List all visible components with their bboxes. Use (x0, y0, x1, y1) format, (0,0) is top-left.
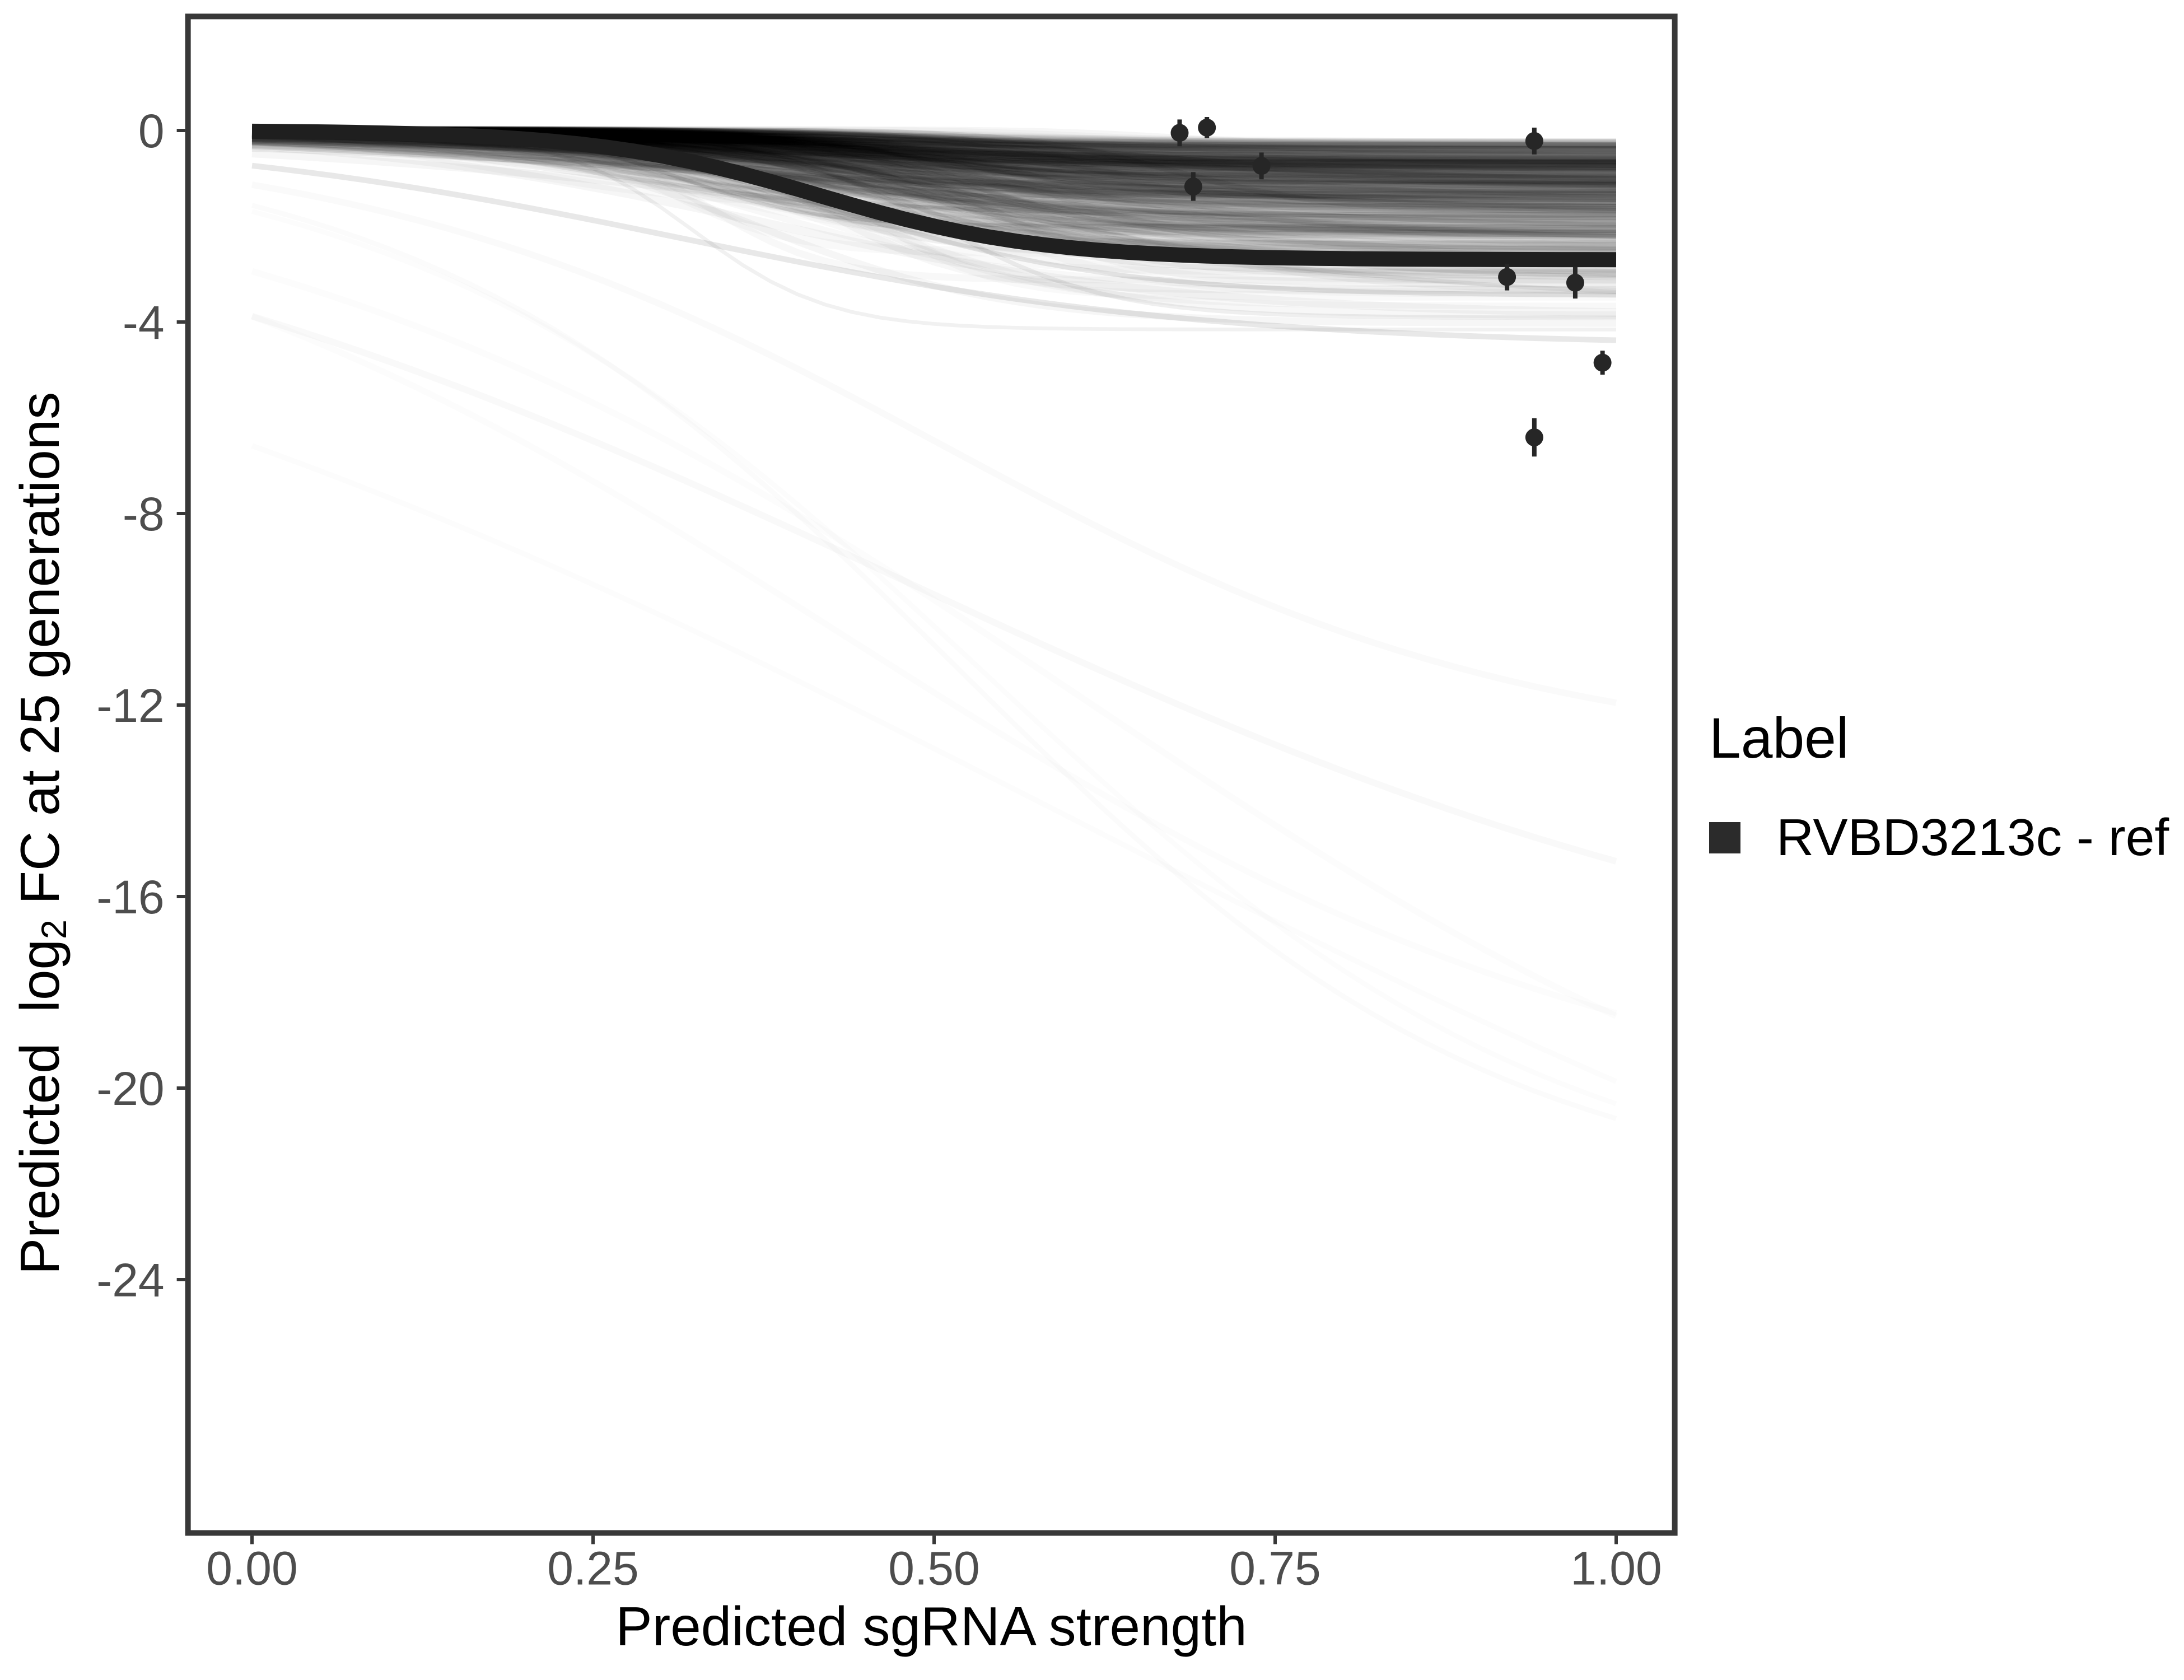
y-tick-label: -24 (96, 1254, 164, 1306)
legend-title: Label (1709, 706, 1849, 770)
data-point (1498, 263, 1516, 291)
y-tick-label: -8 (123, 488, 165, 540)
posterior-sample-curve (251, 133, 1616, 216)
posterior-sample-curve (251, 141, 1617, 295)
posterior-curves-band (251, 126, 1617, 1081)
y-tick-label: 0 (138, 105, 165, 157)
x-tick-label: 1.00 (1570, 1542, 1662, 1594)
x-tick-label: 0.50 (888, 1542, 980, 1594)
data-point (1170, 119, 1189, 147)
posterior-sample-curve (251, 135, 1617, 259)
data-point (1198, 117, 1216, 138)
posterior-sample-curve (251, 137, 1617, 185)
y-tick-label: -20 (96, 1062, 164, 1115)
data-point (1525, 418, 1543, 457)
panel-border (185, 13, 1678, 1536)
posterior-sample-curve (251, 143, 1617, 205)
point-dot (1198, 118, 1216, 137)
posterior-sample-curve (251, 140, 1617, 239)
posterior-sample-curve (251, 144, 1617, 213)
data-point (1525, 127, 1543, 155)
x-tick-label: 0.75 (1229, 1542, 1321, 1594)
point-dot (1593, 353, 1612, 372)
y-tick-label: -4 (123, 296, 165, 349)
posterior-sample-curve (251, 132, 1617, 220)
y-axis-title-subscript: 2 (34, 920, 74, 940)
point-dot (1566, 273, 1584, 292)
posterior-sample-curve (251, 137, 1617, 209)
y-axis: 0 -4 -8 -12 -16 -20 -24 (96, 105, 185, 1306)
point-dot (1184, 178, 1202, 196)
point-dot (1252, 157, 1271, 175)
legend: Label RVBD3213c - ref (1709, 707, 2169, 867)
x-axis-title: Predicted sgRNA strength (615, 1595, 1247, 1657)
point-dot (1525, 132, 1543, 150)
posterior-sample-curve (252, 316, 1616, 862)
posterior-sample-curve (252, 446, 1616, 1081)
point-dot (1525, 428, 1543, 447)
data-points (1170, 117, 1612, 457)
point-dot (1498, 268, 1516, 286)
posterior-sample-curve (251, 139, 1617, 189)
point-dot (1170, 124, 1189, 142)
legend-key-square-icon (1709, 822, 1740, 853)
x-tick-label: 0.25 (547, 1542, 639, 1594)
legend-item: RVBD3213c - ref (1709, 808, 2169, 867)
y-axis-title-prefix: Predicted log (9, 939, 71, 1275)
posterior-sample-curve (251, 162, 1617, 343)
y-tick-label: -12 (96, 679, 164, 732)
x-tick-label: 0.00 (206, 1542, 298, 1594)
y-axis-title: Predicted log2 FC at 25 generations (8, 392, 74, 1275)
y-axis-title-suffix: FC at 25 generations (9, 391, 71, 920)
posterior-sample-curve (251, 139, 1617, 172)
x-axis: 0.00 0.25 0.50 0.75 1.00 (206, 1536, 1662, 1594)
legend-item-label: RVBD3213c - ref (1776, 808, 2169, 867)
data-point (1566, 267, 1584, 299)
data-point (1593, 351, 1612, 375)
posterior-sample-curve (251, 136, 1617, 265)
data-point (1252, 152, 1271, 180)
y-tick-label: -16 (96, 871, 164, 923)
posterior-sample-curve (251, 131, 1616, 218)
posterior-sample-curve (251, 136, 1617, 227)
data-point (1184, 172, 1202, 201)
reference-sigmoid-line (251, 123, 1617, 268)
